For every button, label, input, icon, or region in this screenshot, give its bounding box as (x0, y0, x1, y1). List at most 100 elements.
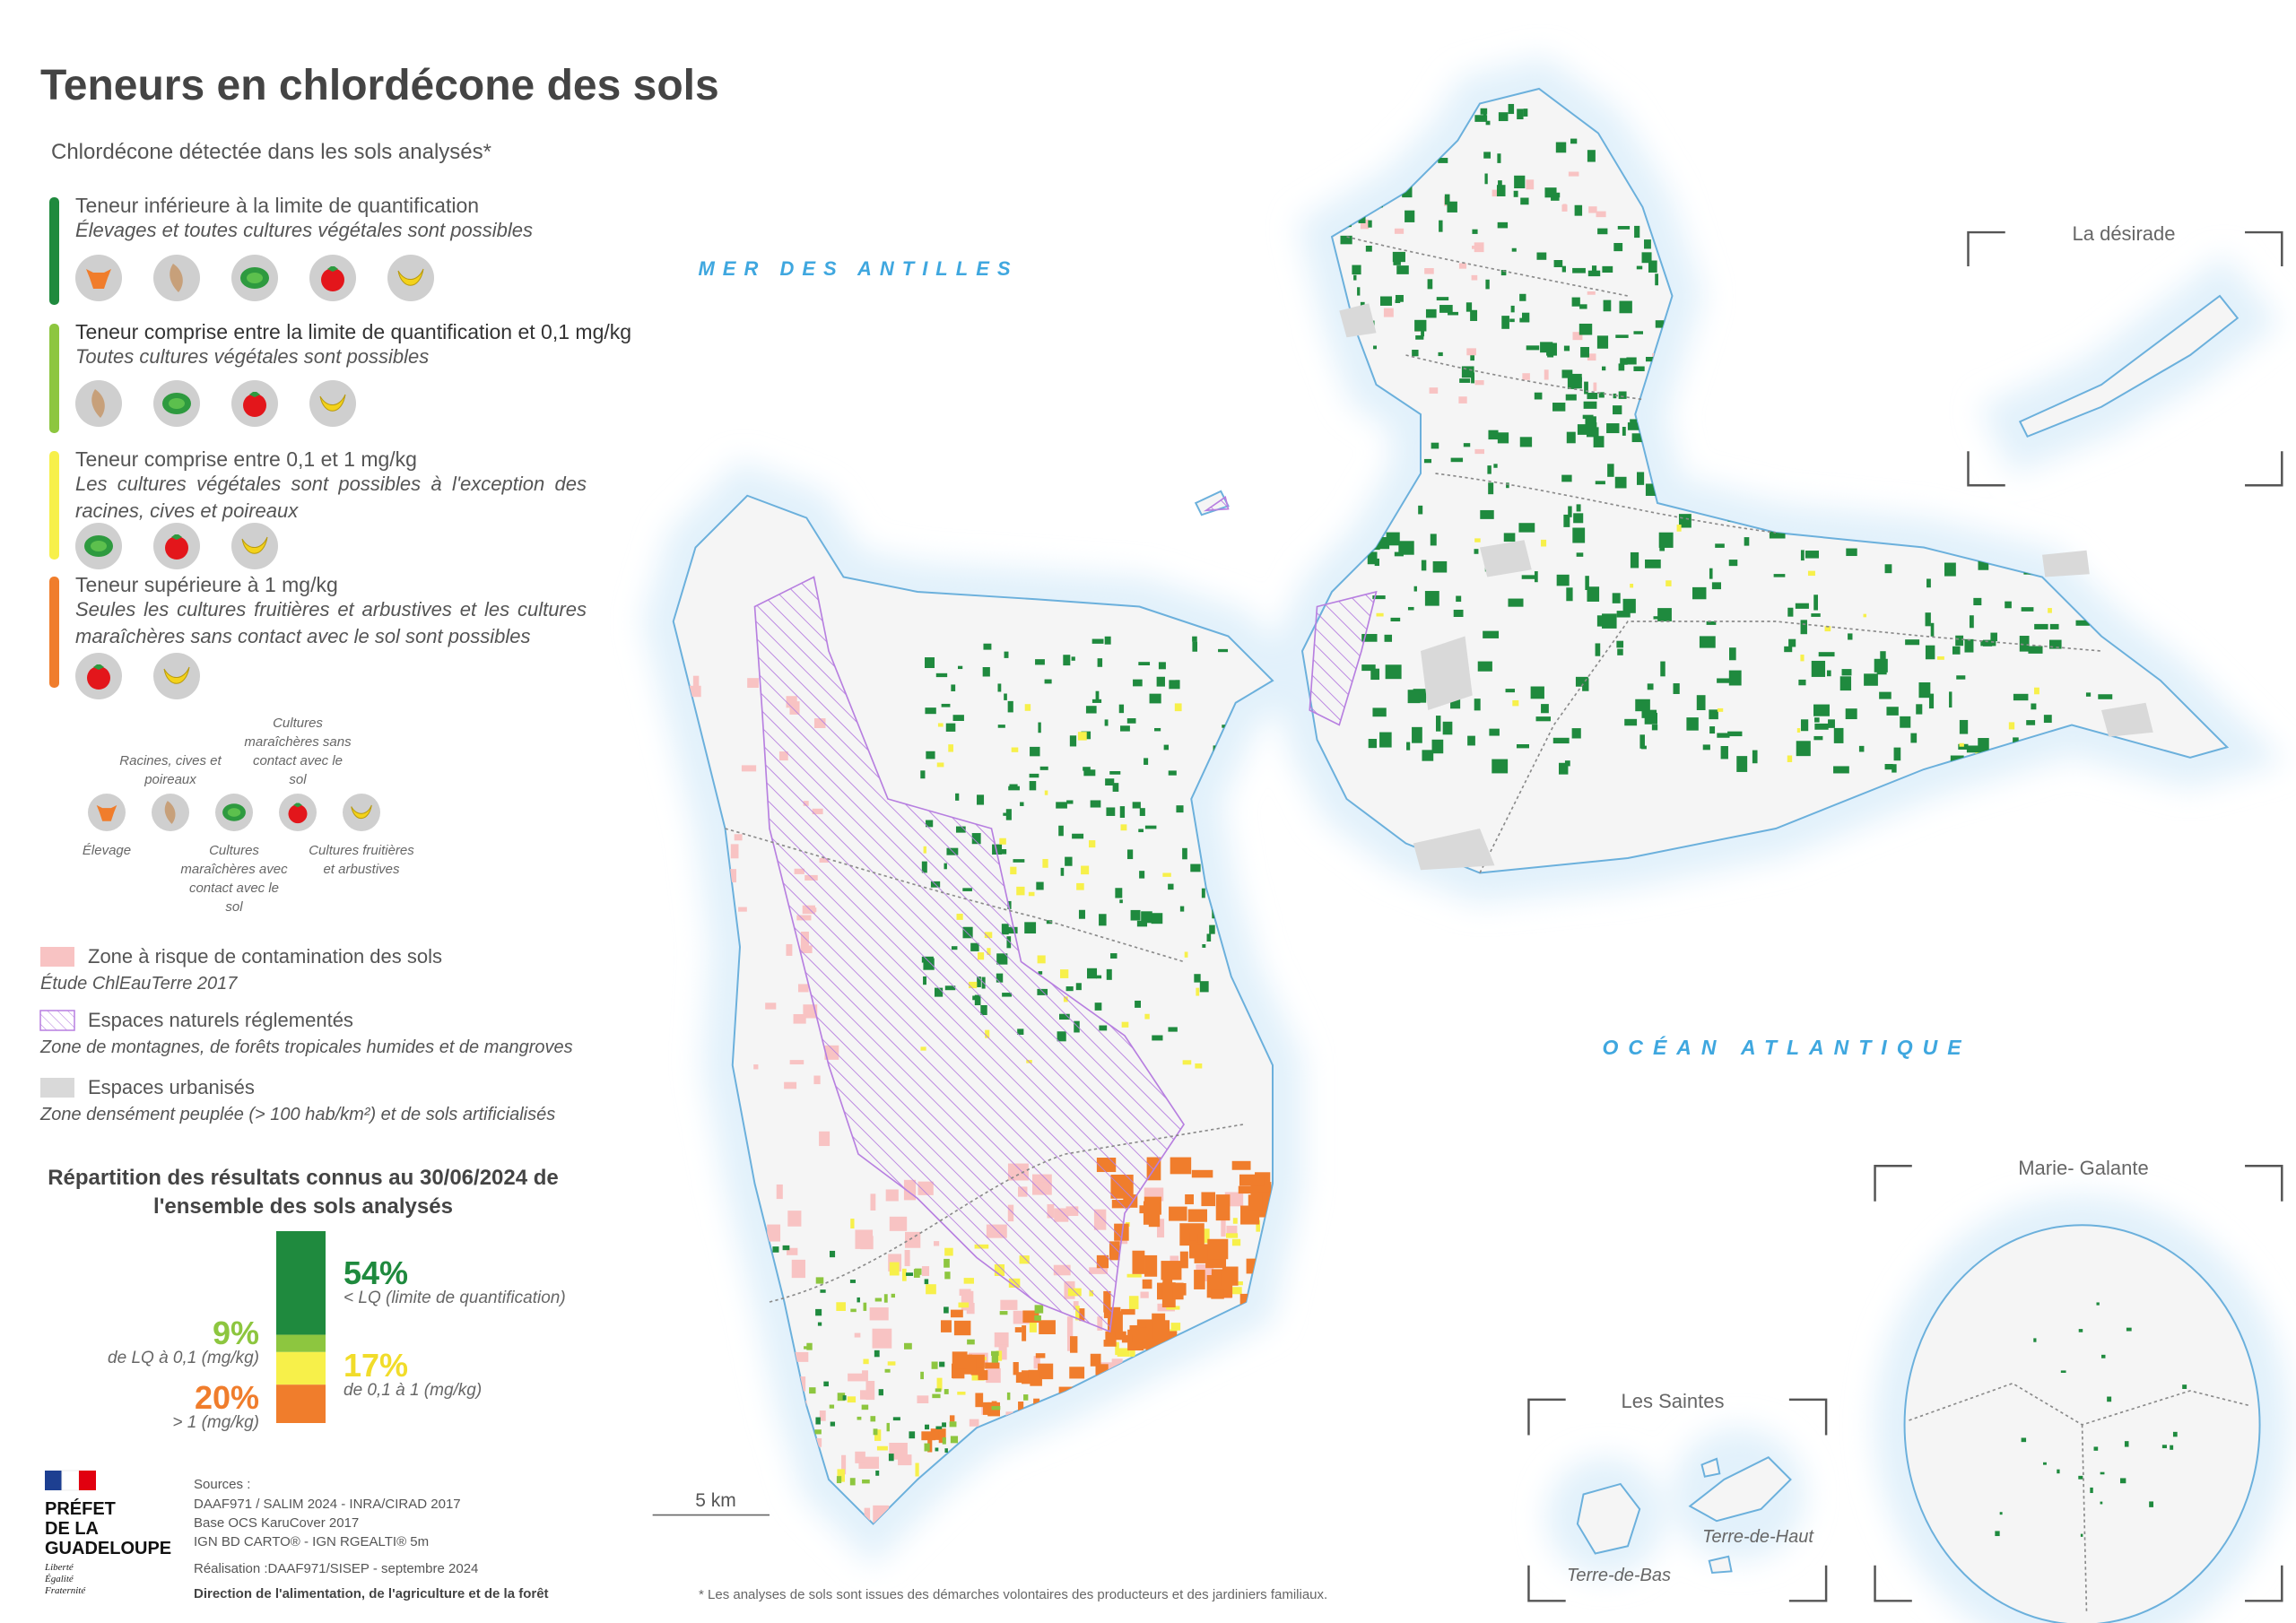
land-patch (2005, 601, 2012, 609)
land-patch (2031, 703, 2037, 710)
series-name: de 0,1 à 1 (mg/kg) (344, 1381, 483, 1400)
land-patch (870, 1193, 876, 1211)
land-patch (1561, 474, 1572, 482)
boundaries (725, 236, 2250, 1613)
land-patch (1368, 220, 1372, 228)
land-patch (819, 1410, 826, 1421)
hatched-zone (1203, 496, 1230, 512)
land-patch (1709, 709, 1718, 720)
land-patch (1571, 297, 1580, 307)
land-patch (904, 1250, 910, 1267)
land-patch (1576, 504, 1581, 512)
land-patch (1709, 726, 1716, 734)
land-patch (1784, 646, 1793, 653)
land-patch (1551, 196, 1560, 201)
land-patch (1065, 856, 1073, 866)
land-patch (1576, 552, 1584, 557)
land-patch (1587, 353, 1596, 361)
land-patch (1004, 651, 1009, 658)
land-patch (734, 1275, 746, 1282)
land-patch (1168, 1027, 1178, 1032)
land-patch (921, 1266, 930, 1276)
land-patch (1370, 107, 1374, 112)
icon (75, 255, 122, 301)
land-patch (1128, 1296, 1139, 1310)
boundary (1479, 621, 2102, 873)
land-patch (936, 762, 944, 768)
land-patch (1773, 574, 1786, 577)
land-patch (1065, 986, 1074, 992)
icon (231, 523, 278, 569)
land-patch (1575, 676, 1588, 687)
land-patch (753, 1064, 759, 1070)
land-patch (1699, 636, 1716, 648)
land-patch (999, 838, 1006, 845)
land-patch (2078, 1329, 2083, 1332)
land-patch (917, 1395, 929, 1403)
land-patch (767, 1224, 781, 1242)
land-patch (1036, 881, 1044, 890)
land-patch (1024, 704, 1031, 711)
land-patch (2149, 1501, 2154, 1507)
land-patch (1087, 968, 1098, 979)
land-patch (857, 1297, 860, 1303)
land-patch (1584, 381, 1588, 395)
land-patch (925, 707, 936, 715)
land-patch (1104, 719, 1109, 726)
land-patch (1498, 180, 1502, 186)
land-patch (1035, 1491, 1053, 1512)
land-patch (850, 1308, 857, 1313)
land-patch (1421, 326, 1424, 337)
land-patch (1100, 918, 1105, 924)
land-patch (1136, 920, 1148, 927)
land-patch (1022, 1325, 1027, 1341)
frame (1527, 1398, 1828, 1602)
land-patch (2080, 1533, 2083, 1537)
land-patch (1247, 1335, 1260, 1348)
land-patch (884, 1368, 891, 1373)
land-patch (1884, 564, 1892, 574)
land-patch (1029, 1318, 1037, 1332)
land-patch (1615, 334, 1629, 338)
land-patch (1463, 443, 1471, 447)
land-patch (1519, 437, 1533, 447)
land-patch (1162, 872, 1171, 877)
land-patch (1617, 648, 1623, 655)
islet (1708, 1555, 1733, 1575)
land-patch (1826, 670, 1831, 677)
land-patch (927, 1438, 933, 1453)
land-patch (1020, 802, 1024, 806)
land-patch (1231, 1160, 1251, 1170)
land-patch (1474, 448, 1484, 455)
class-label: Teneur comprise entre la limite de quant… (75, 320, 632, 343)
land-patch (2043, 715, 2052, 724)
land-patch (1559, 762, 1569, 775)
land-patch (1612, 593, 1621, 603)
land-patch (2008, 722, 2015, 730)
land-patch (1508, 598, 1524, 607)
land-patch (2085, 692, 2092, 697)
land-patch (1522, 312, 1530, 323)
land-patch (1104, 636, 1111, 645)
land-patch (957, 1391, 966, 1395)
land-patch (1363, 134, 1372, 139)
land-patch (1178, 1462, 1192, 1469)
frame (1967, 230, 2283, 487)
land-patch (1406, 742, 1411, 751)
class-note: Élevages et toutes cultures végétales so… (75, 219, 533, 241)
land-patch (948, 744, 953, 752)
land-patch (730, 844, 739, 859)
land-patch (1396, 265, 1409, 274)
value-label: 9% (212, 1315, 259, 1352)
land-patch (1665, 580, 1672, 586)
land-patch (1155, 1396, 1173, 1412)
land-patch (1577, 424, 1590, 435)
land-patch (1367, 551, 1378, 565)
icon-lettuce-light (227, 808, 241, 817)
land-patch (2098, 694, 2113, 699)
land-patch (1202, 1228, 1210, 1244)
map-label: MER DES ANTILLES (698, 257, 1018, 280)
logo-flag (45, 1470, 96, 1491)
land-patch (1448, 311, 1459, 316)
land-patch (1162, 1279, 1173, 1300)
